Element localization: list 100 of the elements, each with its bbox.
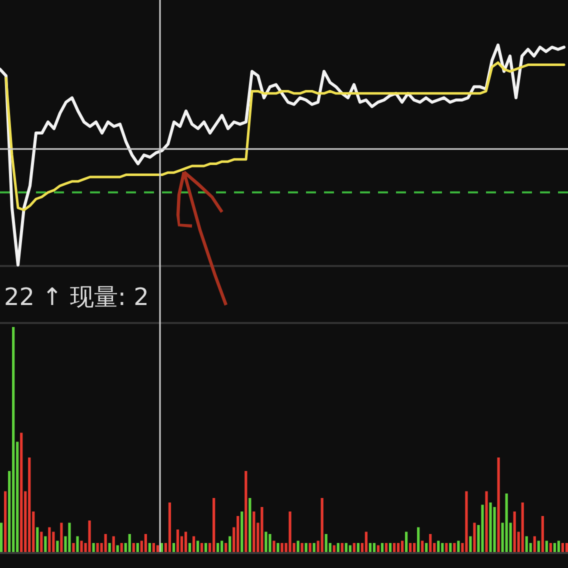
bar [561,543,564,552]
bar [48,527,51,552]
bar [96,543,99,552]
bar [288,512,292,552]
bar [196,540,200,552]
bar [224,543,228,552]
bar [80,540,83,552]
bar [396,543,400,552]
bar [220,540,224,552]
bar [505,494,508,552]
bar [276,543,280,552]
bar [465,491,468,552]
bar [449,543,452,552]
bar [356,543,360,552]
bar [384,543,388,552]
bar [521,502,524,552]
bar [112,536,115,552]
bar [72,543,75,552]
bar [136,543,139,552]
bar [152,543,155,552]
bar [549,543,552,552]
bar [4,491,7,552]
bar [437,540,440,552]
bar [453,543,456,552]
bar [368,543,372,552]
bar [380,543,384,552]
bar [497,458,500,552]
bar [204,543,208,552]
bar [200,543,204,552]
bar [20,432,23,552]
bar [441,543,444,552]
bar [280,543,284,552]
bar [60,522,63,552]
bar [68,522,71,552]
bar [364,532,368,552]
bar [421,540,424,552]
bar [336,543,340,552]
bar [392,543,396,552]
bar [348,545,352,552]
bar [132,543,135,552]
bar [12,327,15,552]
bar [0,522,3,552]
bar [168,502,172,552]
bar [413,543,416,552]
bar [116,545,119,552]
bar [324,534,328,552]
bar [525,536,528,552]
bar [40,532,43,552]
bar [340,543,344,552]
bar [56,540,59,552]
bar [228,536,232,552]
bar [188,543,192,552]
bar [76,536,79,552]
bar [268,534,272,552]
bar [409,543,412,552]
bar [44,536,47,552]
bar [236,516,240,552]
bar [489,502,492,552]
bar [445,543,448,552]
bar [172,543,176,552]
bar [192,536,196,552]
bar [425,543,428,552]
bar [52,532,55,552]
bar [108,543,111,552]
bar [533,536,536,552]
bar [28,458,31,552]
bar [485,491,488,552]
bar [92,543,95,552]
bar [553,543,556,552]
bar [457,540,460,552]
bar [332,545,336,552]
bar [240,512,244,552]
bar [216,543,220,552]
bar [120,543,123,552]
bar [88,520,91,552]
bar [473,522,476,552]
bar [308,543,312,552]
bar [244,471,248,552]
bar [184,532,188,552]
bar [300,543,304,552]
bar [405,532,408,552]
bar [144,534,147,552]
bar [541,516,544,552]
bar [272,540,276,552]
bar [565,543,568,552]
bar [372,543,376,552]
bar [312,543,316,552]
bar [320,498,324,552]
bar [264,532,268,552]
bar [352,543,356,552]
bar [388,543,392,552]
bar [344,543,348,552]
text: 22 ↑ 现量: 2 [4,283,149,311]
bar [469,536,472,552]
bar [545,540,548,552]
bar [148,543,151,552]
bar [212,498,216,552]
bar [537,540,540,552]
bar [176,530,180,552]
bar [252,512,256,552]
